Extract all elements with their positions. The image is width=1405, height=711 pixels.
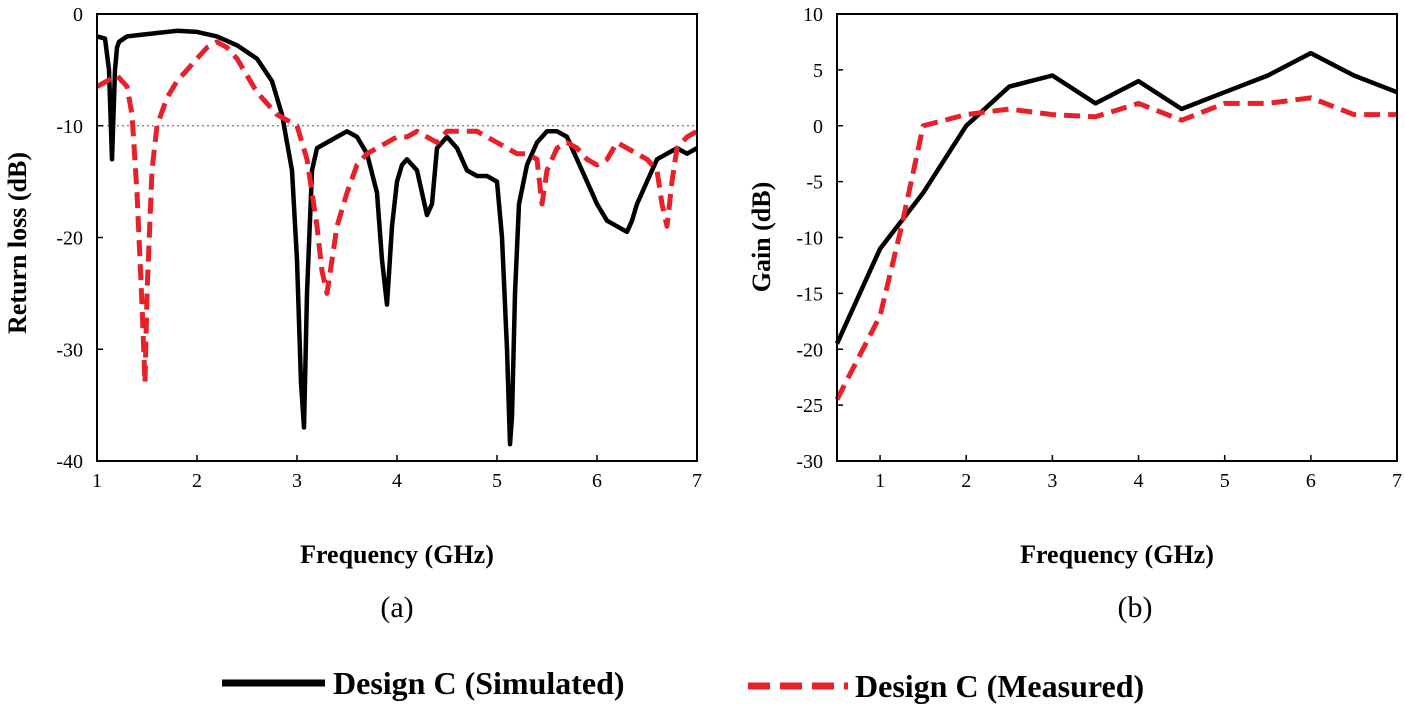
chart-a-xtick-label: 3 [292,470,302,492]
chart-b-ytick-label: -15 [796,283,823,305]
legend: Design C (Simulated) Design C (Measured) [222,665,1144,704]
chart-a-ytick-label: -20 [56,228,83,250]
chart-b-ytick-label: -25 [796,395,823,417]
legend-measured-label: Design C (Measured) [855,668,1144,704]
chart-b: 1 2 3 4 5 6 7 10 5 0 -5 -10 -15 -20 -25 -30 Frequency (… [747,4,1402,624]
chart-b-ticks: 1 2 3 4 5 6 7 10 5 0 -5 -10 -15 -20 -25 -30 [796,4,1402,492]
chart-a-xtick-label: 5 [492,470,502,492]
chart-a-series-group [95,28,699,447]
chart-a-xtick-label: 2 [192,470,202,492]
chart-b-ytick-label: 10 [803,4,823,26]
legend-simulated-label: Design C (Simulated) [333,665,625,701]
chart-a-plot-frame [96,13,698,462]
chart-a-panel-label: (a) [380,591,413,624]
chart-b-xtick-label: 3 [1047,470,1057,492]
chart-a-ytick-label: -30 [56,339,83,361]
chart-b-ytick-label: -10 [796,228,823,250]
chart-b-y-axis-label: Gain (dB) [747,182,776,293]
chart-b-series-group [834,50,1398,401]
chart-b-xtick-label: 2 [961,470,971,492]
chart-b-ytick-label: -20 [796,339,823,361]
chart-b-panel-label: (b) [1118,591,1153,624]
chart-a-y-axis-label: Return loss (dB) [3,152,32,334]
chart-a-series-simulated [96,28,699,447]
chart-b-plot-frame [836,13,1398,462]
chart-a-ticks: 1 2 3 4 5 6 7 0 -10 -20 -30 -40 [56,4,702,492]
chart-b-xtick-label: 7 [1392,470,1402,492]
chart-a-xtick-label: 4 [392,470,402,492]
chart-a-xtick-label: 6 [592,470,602,492]
chart-a-xtick-label: 1 [92,470,102,492]
chart-a-x-axis-label: Frequency (GHz) [300,540,494,569]
chart-b-ytick-label: 0 [813,116,823,138]
chart-b-series-measured [834,95,1397,401]
chart-b-xtick-label: 6 [1306,470,1316,492]
chart-a-xtick-label: 7 [692,470,702,492]
chart-b-xtick-label: 5 [1220,470,1230,492]
chart-a-ytick-label: 0 [73,4,83,26]
chart-a-ytick-label: -10 [56,116,83,138]
chart-b-series-simulated [834,50,1398,345]
chart-a-ytick-label: -40 [56,451,83,473]
chart-a: 1 2 3 4 5 6 7 0 -10 -20 -30 -40 Frequency (GHz) Ret… [3,4,702,624]
chart-b-ytick-label: -5 [806,172,823,194]
chart-b-ytick-label: 5 [813,60,823,82]
chart-b-xtick-label: 1 [875,470,885,492]
chart-b-xtick-label: 4 [1134,470,1144,492]
chart-b-ytick-label: -30 [796,451,823,473]
chart-a-series-measured [95,39,699,386]
chart-b-x-axis-label: Frequency (GHz) [1020,540,1214,569]
